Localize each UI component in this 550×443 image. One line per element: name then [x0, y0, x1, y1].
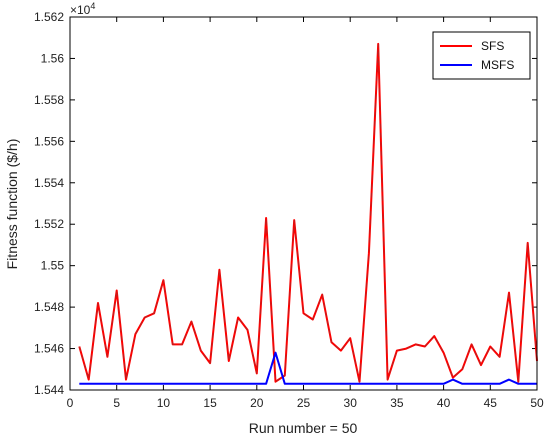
legend: SFS MSFS	[432, 31, 531, 80]
x-tick-label: 15	[203, 396, 217, 410]
y-tick-label: 1.548	[34, 300, 64, 314]
x-tick-label: 40	[437, 396, 451, 410]
x-tick-label: 50	[530, 396, 544, 410]
series-dash-sfs	[78, 43, 538, 383]
x-tick-label: 20	[250, 396, 264, 410]
ticks-layer: 0 5 10 15 20 25 30 35 40 45 50 1.544 1.546 1.548 1.55 1…	[34, 10, 544, 410]
series-line-sfs	[78, 42, 538, 383]
y-tick-label: 1.562	[34, 10, 64, 24]
y-tick-label: 1.546	[34, 342, 64, 356]
plot-frame	[69, 16, 538, 391]
x-axis-label: Run number = 50	[249, 420, 358, 436]
x-tick-label: 5	[113, 396, 120, 410]
y-axis-label: Fitness function ($/h)	[4, 139, 20, 270]
x-tick-label: 45	[484, 396, 498, 410]
x-tick-label: 30	[344, 396, 358, 410]
y-exponent-label: ×104	[70, 1, 95, 17]
y-tick-label: 1.56	[41, 51, 65, 65]
x-tick-label: 25	[297, 396, 311, 410]
y-exponent-power: 4	[90, 1, 95, 11]
y-tick-label: 1.552	[34, 217, 64, 231]
legend-label-msfs: MSFS	[481, 58, 514, 72]
y-tick-label: 1.544	[34, 383, 64, 397]
legend-label-sfs: SFS	[481, 39, 504, 53]
legend-box	[432, 31, 531, 80]
y-tick-label: 1.55	[41, 259, 65, 273]
series-layer	[78, 42, 538, 385]
y-tick-label: 1.558	[34, 93, 64, 107]
x-tick-label: 10	[157, 396, 171, 410]
y-tick-label: 1.556	[34, 134, 64, 148]
y-tick-label: 1.554	[34, 176, 64, 190]
y-exponent-base: ×10	[70, 3, 91, 17]
x-tick-label: 35	[390, 396, 404, 410]
series-line-msfs	[79, 351, 537, 385]
x-tick-label: 0	[67, 396, 74, 410]
